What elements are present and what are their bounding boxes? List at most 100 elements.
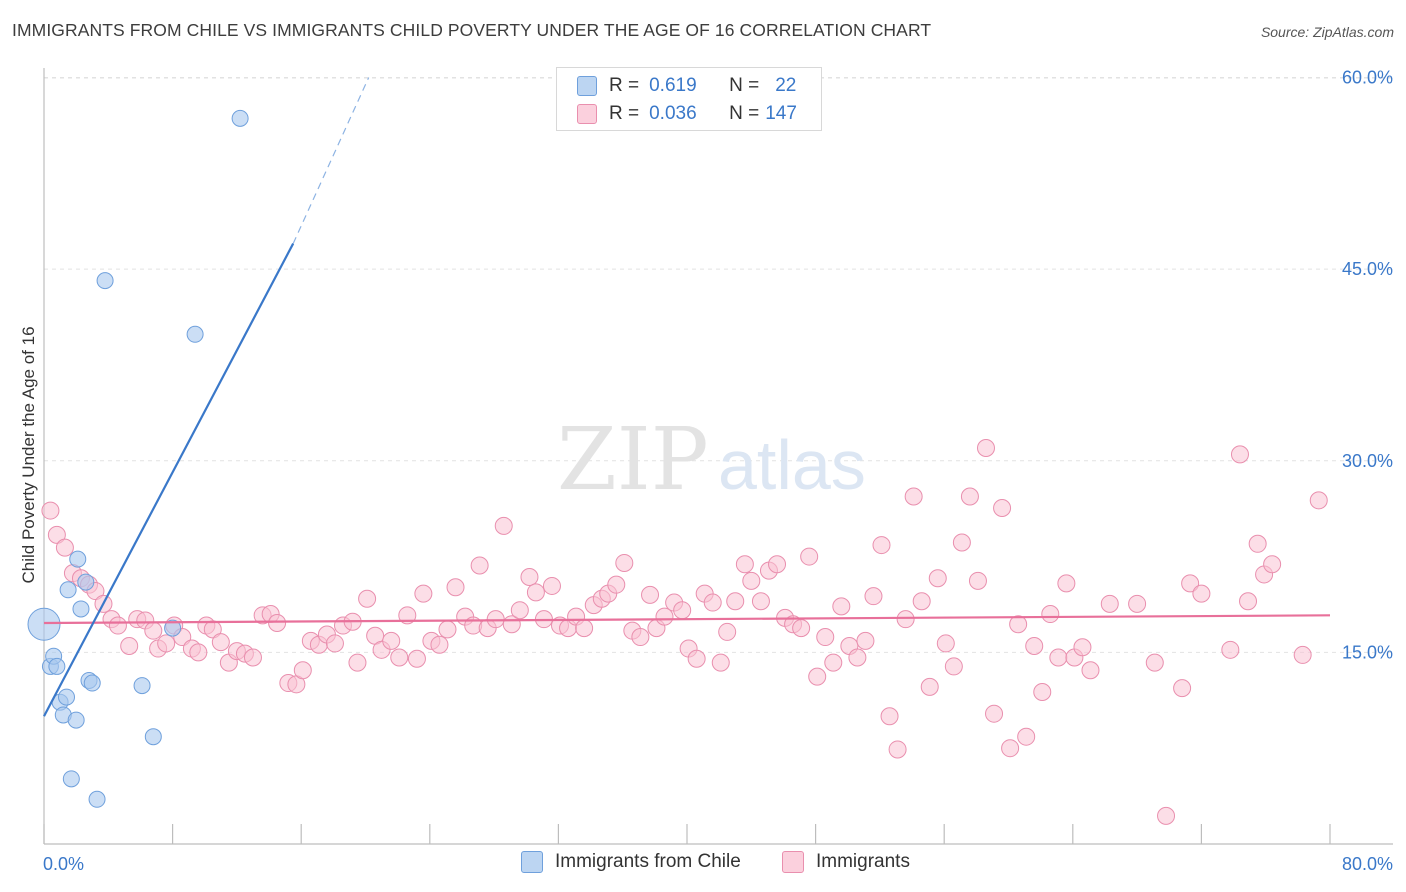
n-value: 147 bbox=[765, 103, 797, 124]
immigrants-point bbox=[800, 547, 819, 566]
axes bbox=[43, 68, 1393, 845]
chile-point bbox=[133, 677, 151, 695]
immigrants-point bbox=[968, 571, 987, 590]
immigrants-point bbox=[856, 631, 875, 650]
immigrants-point bbox=[510, 601, 529, 620]
immigrants-point bbox=[631, 628, 650, 647]
immigrants-point bbox=[446, 578, 465, 597]
immigrants-point bbox=[742, 571, 761, 590]
y-tick-label: 45.0% bbox=[1342, 259, 1393, 279]
immigrants-point bbox=[641, 585, 660, 604]
immigrants-point bbox=[703, 593, 722, 612]
immigrants-point bbox=[390, 648, 409, 667]
chile-point bbox=[88, 790, 106, 808]
immigrants-point bbox=[47, 525, 66, 544]
stats-legend: R = 0.619 N = 22 R = 0.036 N = 147 bbox=[556, 67, 822, 131]
immigrants-point bbox=[470, 556, 489, 575]
r-label: R = bbox=[609, 75, 640, 96]
immigrants-point bbox=[211, 633, 230, 652]
immigrants-point bbox=[348, 653, 367, 672]
immigrants-point bbox=[1248, 534, 1267, 553]
immigrants-trend-line bbox=[43, 614, 1331, 625]
series-legend: Immigrants from Chile Immigrants bbox=[0, 851, 1406, 877]
immigrants-point bbox=[1221, 640, 1240, 659]
immigrants-point bbox=[358, 589, 377, 608]
immigrants-point bbox=[1145, 653, 1164, 672]
immigrants-point bbox=[615, 553, 634, 572]
immigrants-point bbox=[816, 628, 835, 647]
immigrants-point bbox=[976, 438, 995, 457]
legend-item-chile[interactable]: Immigrants from Chile bbox=[521, 851, 741, 873]
chile-point bbox=[72, 600, 90, 618]
chile-points bbox=[27, 109, 249, 808]
chile-point bbox=[59, 581, 77, 599]
immigrants-point bbox=[711, 653, 730, 672]
immigrants-point bbox=[985, 704, 1004, 723]
immigrants-point bbox=[726, 592, 745, 611]
y-tick-label: 60.0% bbox=[1342, 68, 1393, 88]
immigrants-point bbox=[1049, 648, 1068, 667]
immigrants-point bbox=[1025, 636, 1044, 655]
immigrants-point bbox=[1173, 679, 1192, 698]
n-label: N = bbox=[729, 75, 760, 96]
immigrants-point bbox=[1081, 661, 1100, 680]
immigrants-point bbox=[1181, 574, 1200, 593]
legend-label-chile: Immigrants from Chile bbox=[555, 851, 741, 872]
legend-item-immigrants[interactable]: Immigrants bbox=[782, 851, 910, 873]
immigrants-point bbox=[144, 621, 163, 640]
immigrants-points bbox=[41, 438, 1328, 825]
immigrants-point bbox=[872, 536, 891, 555]
immigrants-point bbox=[735, 555, 754, 574]
immigrants-point bbox=[718, 622, 737, 641]
chile-trend-extension bbox=[292, 77, 370, 244]
immigrants-point bbox=[993, 499, 1012, 518]
immigrants-point bbox=[673, 601, 692, 620]
immigrants-point bbox=[520, 568, 539, 587]
n-value: 22 bbox=[775, 75, 797, 96]
immigrants-point bbox=[655, 607, 674, 626]
tick-labels: 15.0% 30.0% 45.0% 60.0% 0.0% 80.0% bbox=[43, 68, 1393, 875]
chile-point bbox=[164, 619, 182, 637]
immigrants-point bbox=[108, 616, 127, 635]
chile-point bbox=[96, 272, 114, 290]
immigrants-point bbox=[120, 636, 139, 655]
immigrants-point bbox=[203, 620, 222, 639]
immigrants-point bbox=[1041, 605, 1060, 624]
chile-point bbox=[62, 770, 80, 788]
immigrants-point bbox=[438, 620, 457, 639]
watermark-zip: ZIP bbox=[557, 410, 709, 510]
immigrants-point bbox=[41, 501, 60, 520]
immigrants-point bbox=[494, 516, 513, 535]
immigrants-point bbox=[808, 667, 827, 686]
chile-point bbox=[67, 711, 85, 729]
x-tick-label: 0.0% bbox=[43, 854, 84, 874]
immigrants-point bbox=[430, 635, 449, 654]
immigrants-point bbox=[1057, 574, 1076, 593]
chart-title: IMMIGRANTS FROM CHILE VS IMMIGRANTS CHIL… bbox=[12, 20, 932, 40]
immigrants-point bbox=[880, 707, 899, 726]
n-label: N = bbox=[729, 103, 760, 124]
immigrants-point bbox=[486, 610, 505, 629]
immigrants-point bbox=[792, 619, 811, 638]
immigrants-point bbox=[157, 634, 176, 653]
immigrants-point bbox=[607, 575, 626, 594]
immigrants-point bbox=[920, 677, 939, 696]
source-label: Source: ZipAtlas.com bbox=[1260, 24, 1394, 40]
immigrants-point bbox=[1157, 806, 1176, 825]
y-axis-label: Child Poverty Under the Age of 16 bbox=[19, 326, 38, 583]
immigrants-point bbox=[768, 555, 787, 574]
chile-point bbox=[27, 607, 61, 641]
y-tick-label: 30.0% bbox=[1342, 451, 1393, 471]
chile-point bbox=[231, 109, 249, 127]
immigrants-point bbox=[928, 569, 947, 588]
watermark: ZIP atlas bbox=[557, 410, 866, 510]
immigrants-point bbox=[55, 538, 74, 557]
immigrants-swatch bbox=[577, 104, 597, 124]
immigrants-point bbox=[542, 576, 561, 595]
r-label: R = bbox=[609, 103, 640, 124]
immigrants-point bbox=[268, 613, 287, 632]
immigrants-point bbox=[1017, 727, 1036, 746]
chile-point bbox=[83, 674, 101, 692]
immigrants-point bbox=[325, 634, 344, 653]
immigrants-point bbox=[1100, 594, 1119, 613]
